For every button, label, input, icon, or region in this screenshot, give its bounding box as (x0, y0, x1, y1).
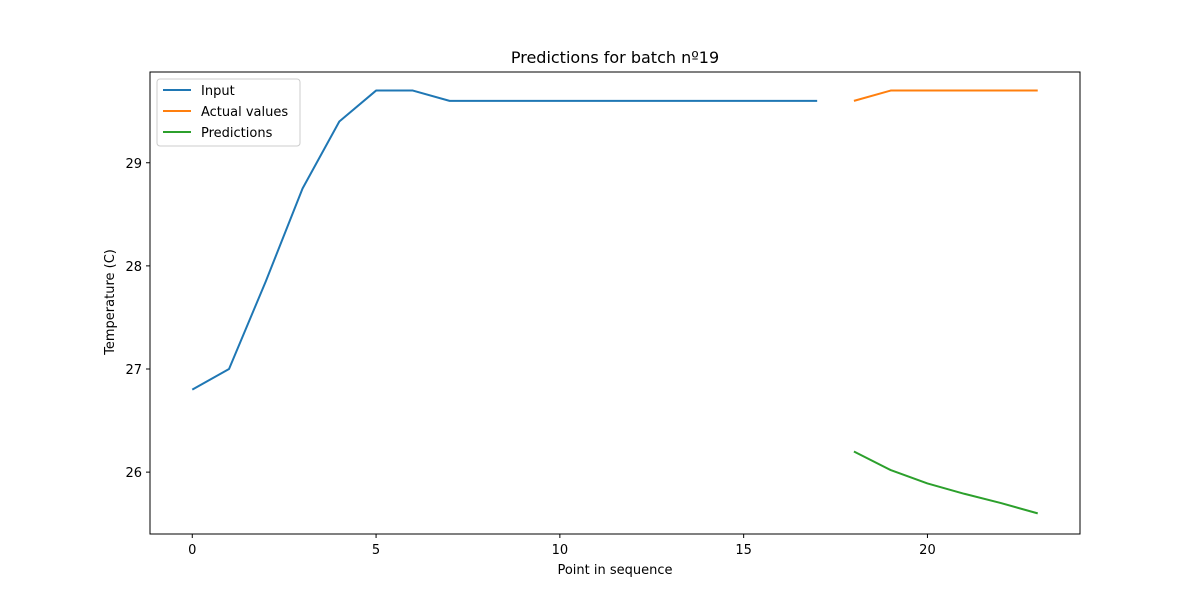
legend-label-input: Input (201, 84, 235, 99)
series-line-actual-values (853, 89, 1038, 102)
x-tick-label: 0 (188, 543, 196, 558)
x-axis-label: Point in sequence (557, 563, 672, 578)
chart-title: Predictions for batch nº19 (511, 48, 719, 67)
x-axis-ticks: 0 5 10 15 20 (188, 534, 936, 558)
x-tick-label: 5 (372, 543, 380, 558)
plot-frame (149, 71, 1081, 535)
legend-label-predictions: Predictions (201, 126, 273, 141)
y-axis-ticks: 26 27 28 29 (125, 157, 150, 481)
legend-box (156, 78, 301, 147)
x-tick-label: 20 (919, 543, 936, 558)
data-series (191, 89, 1039, 515)
plot-area (149, 71, 1081, 535)
legend-label-actual-values: Actual values (201, 105, 288, 120)
series-line-predictions (853, 450, 1039, 515)
x-tick-label: 15 (735, 543, 752, 558)
y-tick-label: 29 (125, 157, 142, 172)
legend: Input Actual values Predictions (156, 78, 301, 147)
y-axis-label: Temperature (C) (103, 249, 118, 356)
y-tick-label: 26 (125, 466, 142, 481)
series-line-input (191, 89, 818, 391)
x-tick-label: 10 (552, 543, 569, 558)
y-tick-label: 27 (125, 363, 142, 378)
y-tick-label: 28 (125, 260, 142, 275)
